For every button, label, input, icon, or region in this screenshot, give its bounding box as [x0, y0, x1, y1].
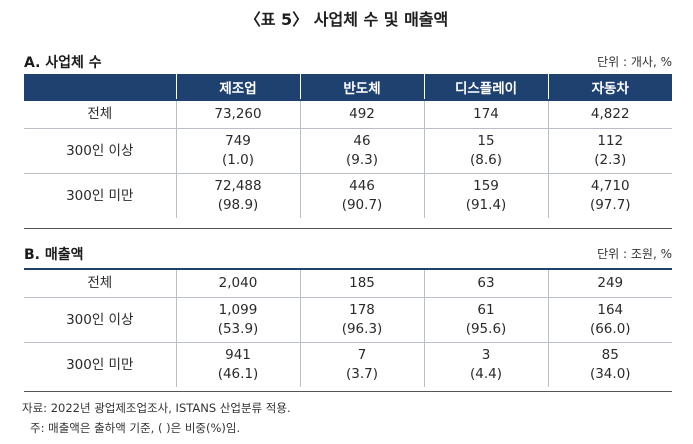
cell-value: 4,822: [547, 99, 672, 129]
cell-share: (8.6): [469, 152, 502, 168]
section-a-title: A. 사업체 수: [24, 55, 102, 71]
row-label: 300인 이상: [24, 128, 176, 174]
cell-count: 446: [349, 178, 375, 194]
cell-value: 2,040: [175, 268, 300, 298]
cell-amount: 7: [357, 347, 367, 363]
cell-count: 749: [225, 133, 251, 149]
cell-value: 85 (34.0): [547, 342, 672, 387]
row-label: 300인 미만: [24, 173, 176, 218]
section-b-unit: 단위 : 조원, %: [597, 247, 672, 261]
table-title: 〈표 5〉 사업체 수 및 매출액: [244, 10, 449, 29]
table-row: 300인 이상 749 (1.0) 46 (9.3) 15 (8.6) 112 (2.3…: [24, 128, 672, 174]
cell-value: 112 (2.3): [547, 128, 672, 174]
cell-amount: 164: [597, 302, 624, 318]
cell-value: 61 (95.6): [423, 297, 548, 343]
cell-value: 73,260: [175, 99, 300, 129]
cell-value: 72,488 (98.9): [175, 173, 300, 218]
table-row: 300인 미만 941 (46.1) 7 (3.7) 3 (4.4) 85 (34.0): [24, 342, 672, 387]
row-label: 300인 미만: [24, 342, 176, 387]
section-b-header: B. 매출액 단위 : 조원, %: [24, 244, 672, 264]
cell-value: 164 (66.0): [547, 297, 672, 343]
section-b-title: B. 매출액: [24, 247, 84, 263]
cell-value: 492: [299, 99, 424, 129]
row-label: 전체: [24, 268, 176, 298]
cell-amount: 941: [225, 347, 251, 363]
cell-share: (90.7): [341, 197, 383, 213]
cell-value: 159 (91.4): [423, 173, 548, 218]
cell-value: 178 (96.3): [299, 297, 424, 343]
cell-value: 749 (1.0): [175, 128, 300, 174]
section-a-header: A. 사업체 수 단위 : 개사, %: [24, 52, 672, 72]
cell-share: (97.7): [589, 197, 631, 213]
cell-share: (98.9): [217, 197, 259, 213]
table-row: 300인 미만 72,488 (98.9) 446 (90.7) 159 (91.4)…: [24, 173, 672, 218]
cell-count: 112: [597, 133, 624, 149]
cell-value: 3 (4.4): [423, 342, 548, 387]
header-automobile: 자동차: [547, 74, 672, 100]
cell-count: 159: [473, 178, 499, 194]
row-label: 전체: [24, 99, 176, 129]
header-blank: [24, 74, 176, 100]
cell-amount: 178: [349, 302, 375, 318]
cell-value: 249: [547, 268, 672, 298]
section-a-bottom-rule: [24, 228, 672, 229]
cell-share: (91.4): [465, 197, 507, 213]
cell-value: 7 (3.7): [299, 342, 424, 387]
header-semiconductor: 반도체: [299, 74, 424, 100]
cell-count: 15: [477, 133, 495, 149]
cell-share: (3.7): [345, 366, 378, 382]
table-sales: 전체 2,040 185 63 249 300인 이상 1,099 (53.9) …: [24, 268, 672, 387]
cell-value: 4,710 (97.7): [547, 173, 672, 218]
cell-share: (96.3): [341, 321, 383, 337]
cell-amount: 1,099: [218, 302, 258, 318]
cell-share: (1.0): [221, 152, 254, 168]
header-row: 제조업 반도체 디스플레이 자동차: [24, 74, 672, 100]
cell-share: (53.9): [217, 321, 259, 337]
cell-amount: 3: [481, 347, 491, 363]
cell-share: (46.1): [217, 366, 259, 382]
cell-amount: 61: [477, 302, 495, 318]
cell-value: 185: [299, 268, 424, 298]
cell-count: 46: [353, 133, 371, 149]
cell-share: (9.3): [345, 152, 378, 168]
cell-share: (95.6): [465, 321, 507, 337]
cell-count: 72,488: [214, 178, 262, 194]
cell-value: 46 (9.3): [299, 128, 424, 174]
footnote: 주: 매출액은 출하액 기준, ( )은 비중(%)임.: [30, 421, 241, 435]
cell-share: (2.3): [594, 152, 627, 168]
cell-amount: 85: [601, 347, 619, 363]
cell-share: (34.0): [589, 366, 631, 382]
section-b-bottom-rule: [24, 391, 672, 392]
table-row: 300인 이상 1,099 (53.9) 178 (96.3) 61 (95.6) 1…: [24, 297, 672, 343]
cell-count: 4,710: [590, 178, 630, 194]
table-row: 전체 73,260 492 174 4,822: [24, 99, 672, 129]
section-a-unit: 단위 : 개사, %: [597, 55, 672, 69]
table-row: 전체 2,040 185 63 249: [24, 268, 672, 298]
cell-share: (66.0): [589, 321, 631, 337]
cell-value: 174: [423, 99, 548, 129]
cell-value: 15 (8.6): [423, 128, 548, 174]
source-note: 자료: 2022년 광업제조업조사, ISTANS 산업분류 적용.: [22, 401, 291, 415]
header-display: 디스플레이: [423, 74, 548, 100]
cell-value: 446 (90.7): [299, 173, 424, 218]
cell-value: 63: [423, 268, 548, 298]
cell-value: 941 (46.1): [175, 342, 300, 387]
cell-share: (4.4): [469, 366, 502, 382]
cell-value: 1,099 (53.9): [175, 297, 300, 343]
table-business-count: 제조업 반도체 디스플레이 자동차 전체 73,260 492 174 4,82…: [24, 74, 672, 218]
row-label: 300인 이상: [24, 297, 176, 343]
header-manufacturing: 제조업: [175, 74, 300, 100]
